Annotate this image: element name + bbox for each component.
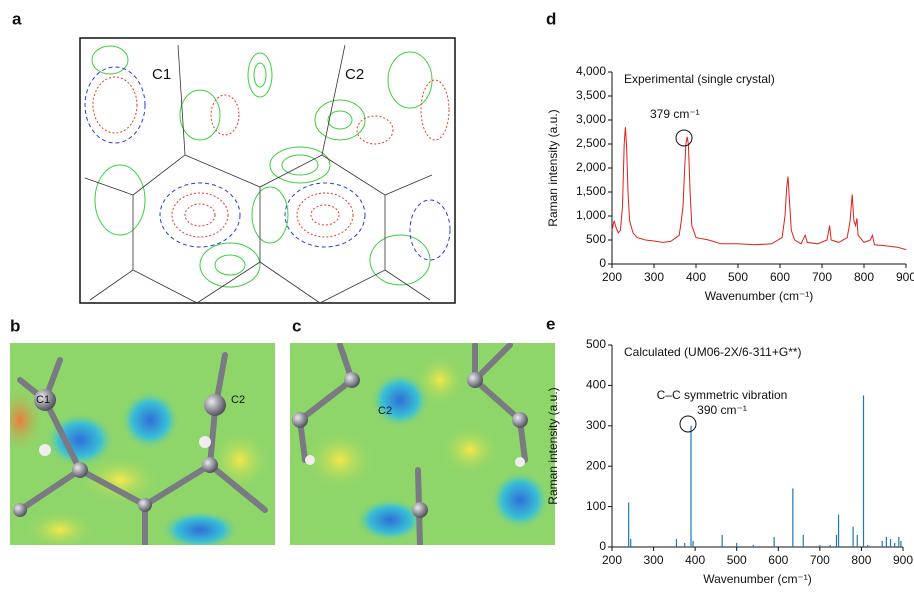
x-tick-label: 200 [602,553,622,567]
y-axis-label: Raman intensity (a.u.) [546,387,560,504]
y-tick-label: 200 [586,458,606,472]
x-tick-label: 300 [644,553,664,567]
x-tick-label: 900 [896,270,914,284]
x-tick-label: 700 [810,553,830,567]
y-tick-label: 500 [586,337,606,351]
spectrum-line [612,127,906,249]
x-axis-label: Wavenumber (cm⁻¹) [703,572,812,586]
panel-letter: b [10,316,20,335]
panel-letter: e [546,314,555,333]
y-axis-label: Raman intensity (a.u.) [546,109,560,226]
y-tick-label: 3,000 [576,112,606,126]
y-tick-label: 1,500 [576,184,606,198]
y-tick-label: 3,500 [576,88,606,102]
x-tick-label: 500 [728,270,748,284]
atom-label: C1 [36,394,50,406]
y-tick-label: 300 [586,418,606,432]
x-tick-label: 400 [685,553,705,567]
annotation: 390 cm⁻¹ [697,403,747,417]
annotation: C–C symmetric vibration [657,388,788,402]
figure: a C1 C2 b [0,0,914,593]
annotation: 379 cm⁻¹ [650,107,700,121]
atom-label: C2 [378,405,392,417]
x-tick-label: 800 [854,270,874,284]
atom-label: C2 [231,394,245,406]
y-tick-label: 0 [599,256,606,270]
y-tick-label: 100 [586,499,606,513]
panel-letter: d [546,9,556,28]
x-tick-label: 500 [727,553,747,567]
panel-letter: a [12,9,22,28]
density-map [80,38,455,303]
x-tick-label: 400 [686,270,706,284]
y-tick-label: 0 [599,539,606,553]
x-tick-label: 600 [770,270,790,284]
y-tick-label: 2,500 [576,136,606,150]
y-tick-label: 1,000 [576,208,606,222]
structure-map [0,343,275,550]
atom-label: C2 [345,66,364,83]
peak-circle [676,130,692,146]
peak-circle [680,416,696,432]
annotation: Experimental (single crystal) [624,72,775,86]
y-tick-label: 4,000 [576,64,606,78]
x-tick-label: 900 [893,553,913,567]
x-tick-label: 300 [644,270,664,284]
y-tick-label: 2,000 [576,160,606,174]
x-tick-label: 200 [602,270,622,284]
x-axis-label: Wavenumber (cm⁻¹) [705,289,814,303]
panel-letter: c [292,316,301,335]
y-tick-label: 500 [586,232,606,246]
annotation: Calculated (UM06-2X/6-311+G**) [624,345,802,359]
x-tick-label: 700 [812,270,832,284]
page: { "panels": { "a": {"letter": "a", "atom… [0,0,914,598]
structure-map [290,343,555,545]
atom-label: C1 [152,66,171,83]
x-tick-label: 600 [768,553,788,567]
y-tick-label: 400 [586,378,606,392]
x-tick-label: 800 [851,553,871,567]
